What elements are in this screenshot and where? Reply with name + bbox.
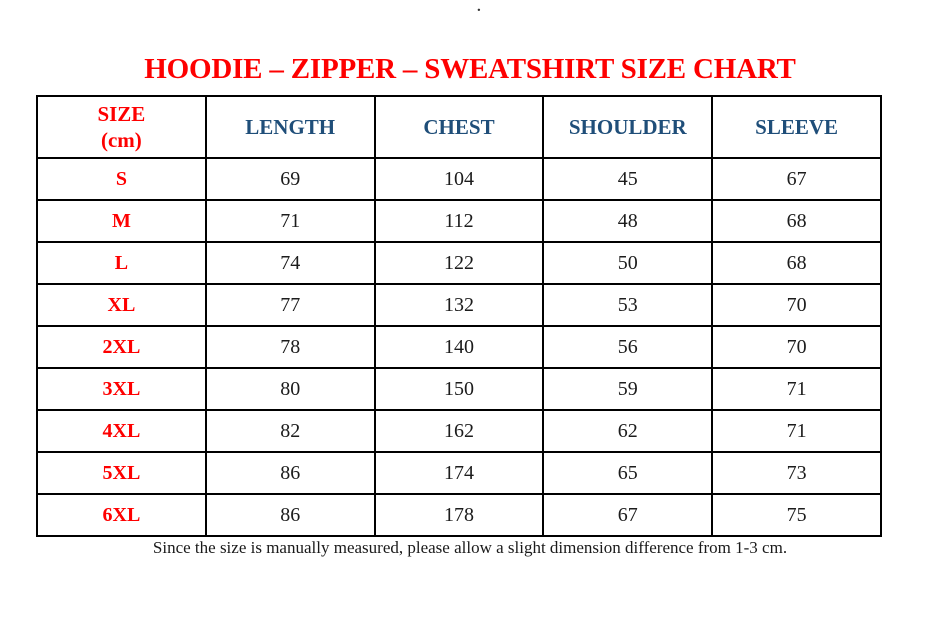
length-cell: 82 bbox=[204, 409, 376, 453]
chest-cell: 178 bbox=[373, 493, 545, 537]
length-cell: 78 bbox=[204, 325, 376, 369]
sleeve-cell: 75 bbox=[711, 493, 882, 537]
chest-cell: 150 bbox=[373, 367, 545, 411]
length-cell: 86 bbox=[204, 493, 376, 537]
table-row-m: M 71 112 48 68 bbox=[36, 199, 882, 243]
length-cell: 69 bbox=[204, 157, 376, 201]
sleeve-cell: 67 bbox=[711, 157, 882, 201]
shoulder-cell: 59 bbox=[542, 367, 714, 411]
shoulder-cell: 67 bbox=[542, 493, 714, 537]
shoulder-cell: 65 bbox=[542, 451, 714, 495]
table-row-xl: XL 77 132 53 70 bbox=[36, 283, 882, 327]
chest-cell: 132 bbox=[373, 283, 545, 327]
size-cell: S bbox=[36, 157, 207, 201]
table-row-4xl: 4XL 82 162 62 71 bbox=[36, 409, 882, 453]
size-chart-table: SIZE (cm) LENGTH CHEST SHOULDER SLEEVE S… bbox=[36, 95, 882, 537]
sleeve-cell: 73 bbox=[711, 451, 882, 495]
size-cell: M bbox=[36, 199, 207, 243]
table-row-6xl: 6XL 86 178 67 75 bbox=[36, 493, 882, 537]
chest-cell: 112 bbox=[373, 199, 545, 243]
length-cell: 80 bbox=[204, 367, 376, 411]
sleeve-cell: 68 bbox=[711, 241, 882, 285]
sleeve-cell: 71 bbox=[711, 409, 882, 453]
chest-cell: 122 bbox=[373, 241, 545, 285]
size-cell: 4XL bbox=[36, 409, 207, 453]
length-cell: 86 bbox=[204, 451, 376, 495]
size-chart-header: SIZE (cm) LENGTH CHEST SHOULDER SLEEVE bbox=[36, 95, 882, 159]
size-cell: 3XL bbox=[36, 367, 207, 411]
table-row-5xl: 5XL 86 174 65 73 bbox=[36, 451, 882, 495]
sleeve-cell: 70 bbox=[711, 283, 882, 327]
chest-cell: 162 bbox=[373, 409, 545, 453]
size-cell: L bbox=[36, 241, 207, 285]
table-row-s: S 69 104 45 67 bbox=[36, 157, 882, 201]
sleeve-cell: 70 bbox=[711, 325, 882, 369]
chest-cell: 104 bbox=[373, 157, 545, 201]
header-size-line2: (cm) bbox=[100, 128, 142, 152]
shoulder-cell: 48 bbox=[542, 199, 714, 243]
measurement-disclaimer: Since the size is manually measured, ple… bbox=[152, 538, 788, 557]
header-size: SIZE (cm) bbox=[36, 95, 207, 159]
chest-cell: 140 bbox=[373, 325, 545, 369]
stray-dot-artifact: . bbox=[477, 0, 481, 15]
shoulder-cell: 50 bbox=[542, 241, 714, 285]
header-row: SIZE (cm) LENGTH CHEST SHOULDER SLEEVE bbox=[36, 95, 882, 159]
chest-cell: 174 bbox=[373, 451, 545, 495]
shoulder-cell: 62 bbox=[542, 409, 714, 453]
size-cell: 6XL bbox=[36, 493, 207, 537]
size-cell: XL bbox=[36, 283, 207, 327]
header-size-line1: SIZE bbox=[97, 102, 146, 126]
shoulder-cell: 53 bbox=[542, 283, 714, 327]
table-row-3xl: 3XL 80 150 59 71 bbox=[36, 367, 882, 411]
table-row-2xl: 2XL 78 140 56 70 bbox=[36, 325, 882, 369]
header-length: LENGTH bbox=[204, 95, 376, 159]
size-chart-body: S 69 104 45 67 M 71 112 48 68 L 74 122 5… bbox=[36, 157, 882, 537]
header-chest: CHEST bbox=[373, 95, 545, 159]
size-cell: 5XL bbox=[36, 451, 207, 495]
header-sleeve: SLEEVE bbox=[711, 95, 882, 159]
shoulder-cell: 56 bbox=[542, 325, 714, 369]
size-cell: 2XL bbox=[36, 325, 207, 369]
page-title: HOODIE – ZIPPER – SWEATSHIRT SIZE CHART bbox=[144, 53, 796, 86]
sleeve-cell: 68 bbox=[711, 199, 882, 243]
table-row-l: L 74 122 50 68 bbox=[36, 241, 882, 285]
shoulder-cell: 45 bbox=[542, 157, 714, 201]
length-cell: 71 bbox=[204, 199, 376, 243]
header-shoulder: SHOULDER bbox=[542, 95, 714, 159]
sleeve-cell: 71 bbox=[711, 367, 882, 411]
length-cell: 74 bbox=[204, 241, 376, 285]
length-cell: 77 bbox=[204, 283, 376, 327]
